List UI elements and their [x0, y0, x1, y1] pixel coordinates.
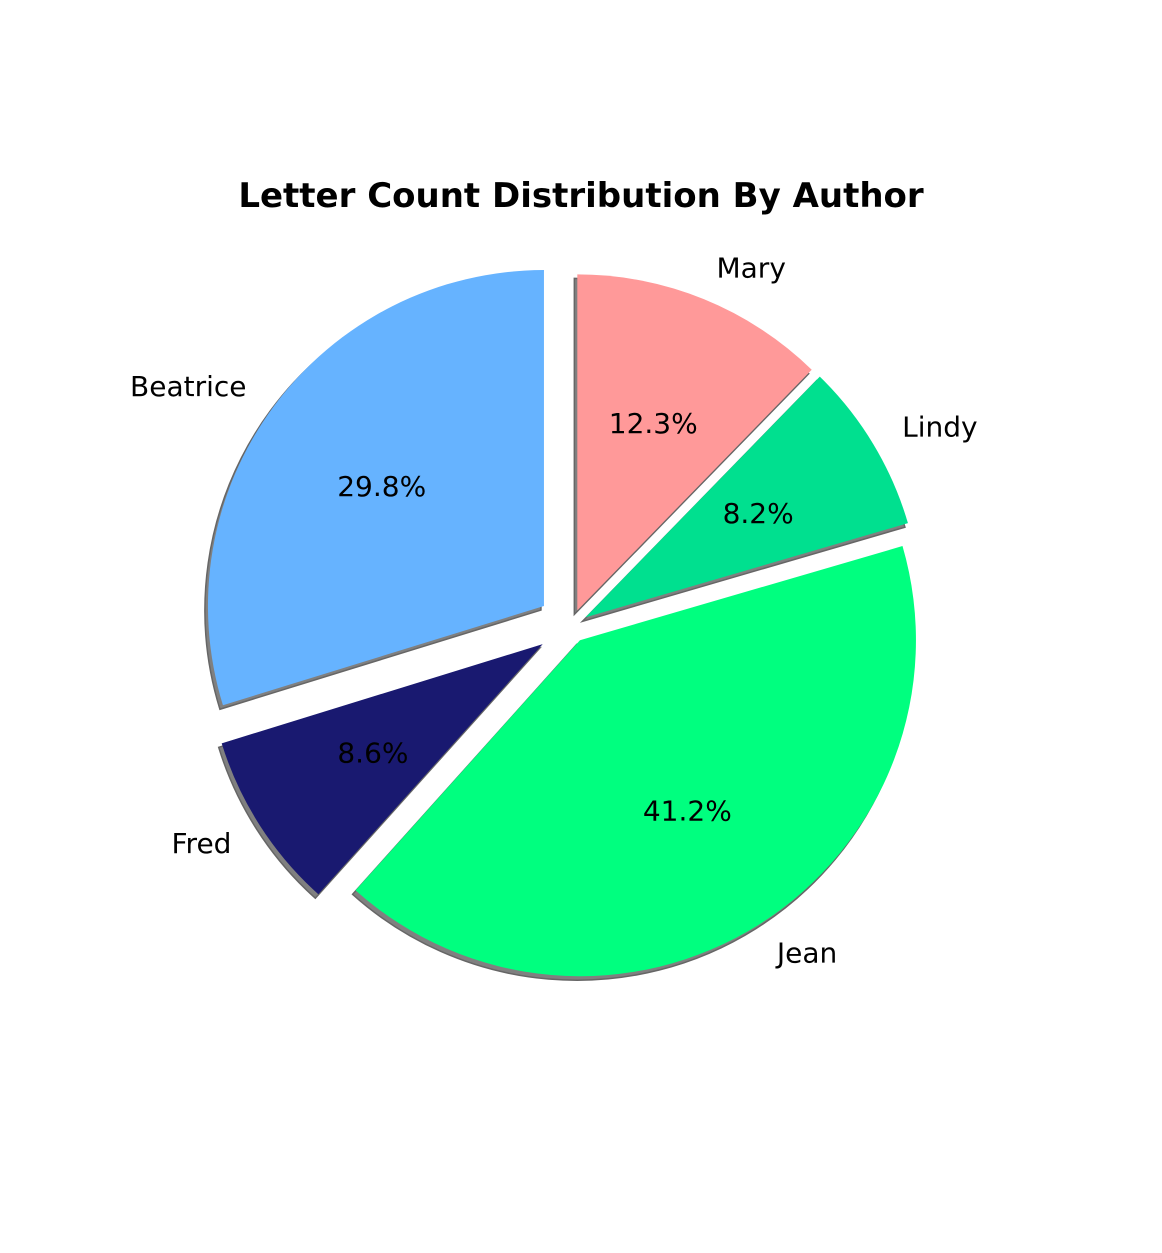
pie-slice-fred: [221, 644, 543, 895]
pie-slice-lindy: [585, 376, 908, 618]
chart-title: Letter Count Distribution By Author: [238, 176, 924, 216]
slice-label-lindy: Lindy: [902, 410, 977, 443]
percent-label-mary: 12.3%: [609, 407, 698, 440]
pie-slices: [207, 270, 916, 977]
slice-label-fred: Fred: [171, 827, 231, 860]
percent-label-fred: 8.6%: [337, 736, 408, 769]
percent-labels: 12.3% 8.2% 41.2% 8.6% 29.8%: [337, 407, 793, 827]
slice-label-jean: Jean: [775, 937, 837, 970]
pie-slice-beatrice: [207, 270, 544, 706]
slice-label-beatrice: Beatrice: [130, 370, 246, 403]
percent-label-beatrice: 29.8%: [337, 470, 426, 503]
pie-slice-jean: [355, 546, 916, 977]
percent-label-lindy: 8.2%: [723, 497, 794, 530]
slice-labels: Mary Lindy Jean Fred Beatrice: [130, 252, 978, 970]
pie-slice-mary: [577, 274, 812, 611]
slice-label-mary: Mary: [716, 252, 785, 285]
percent-label-jean: 41.2%: [643, 794, 732, 827]
